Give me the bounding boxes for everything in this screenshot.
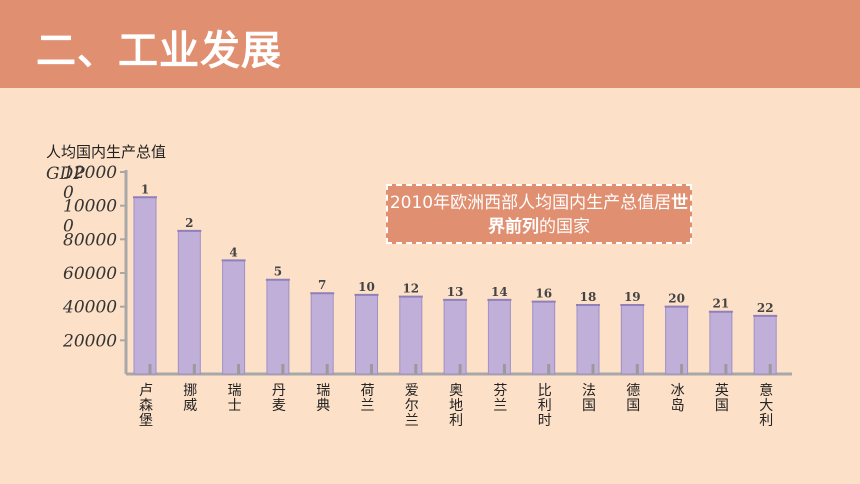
country-label: 瑞 [316, 383, 330, 399]
country-label: 典 [316, 398, 330, 414]
y-tick-label: 10000 [63, 197, 117, 217]
callout-text-bold: 世界前列 [488, 193, 689, 237]
country-label: 爱 [405, 383, 419, 399]
bar [177, 230, 201, 375]
country-label: 冰 [671, 383, 685, 399]
country-label: 德 [626, 383, 640, 399]
country-label: 岛 [671, 398, 685, 414]
country-label: 兰 [361, 398, 375, 414]
country-label: 兰 [493, 398, 507, 414]
bar [355, 294, 378, 375]
rank-label: 7 [318, 278, 326, 292]
bar [753, 315, 777, 375]
country-label: 地 [449, 398, 463, 414]
rank-label: 13 [447, 285, 464, 299]
country-label: 挪 [183, 383, 197, 399]
bar [399, 296, 423, 375]
bar [310, 292, 334, 375]
callout-box: 2010年欧洲西部人均国内生产总值居世界前列的国家 [386, 184, 692, 244]
slide-title: 二、工业发展 [36, 28, 282, 74]
country-label: 荷 [361, 383, 375, 399]
country-label: 比 [538, 383, 552, 399]
rank-label: 18 [580, 290, 597, 304]
country-label: 英 [715, 382, 729, 399]
country-label: 利 [449, 413, 463, 429]
rank-label: 12 [402, 282, 419, 296]
country-label: 意 [759, 382, 773, 399]
bar [266, 279, 290, 375]
y-axis-label-latin: GDP [46, 164, 85, 184]
country-label: 奥 [449, 382, 463, 399]
country-label: 丹 [272, 383, 286, 399]
country-label: 利 [759, 413, 773, 429]
rank-label: 20 [668, 292, 685, 306]
bar [487, 299, 511, 375]
bar [576, 304, 600, 375]
country-label: 瑞 [228, 383, 242, 399]
rank-label: 2 [185, 216, 193, 230]
title-banner: 二、工业发展 [0, 0, 860, 88]
y-tick-label: 0 [63, 217, 74, 237]
y-tick-label: 0 [63, 183, 74, 203]
country-label: 堡 [139, 413, 153, 429]
country-label: 芬 [493, 383, 507, 399]
country-label: 森 [139, 398, 153, 414]
y-axis-label: 人均国内生产总值 [46, 143, 167, 161]
bar [620, 304, 644, 375]
country-label: 麦 [272, 398, 286, 414]
callout-text-pre: 2010年欧洲西部人均国内生产总值居 [389, 193, 672, 213]
y-tick-label: 12000 [63, 163, 117, 183]
bar [443, 299, 467, 375]
country-label: 卢 [139, 383, 153, 399]
country-label: 国 [626, 398, 640, 414]
rank-label: 14 [491, 285, 508, 299]
country-label: 尔 [405, 398, 419, 414]
country-label: 时 [538, 413, 552, 429]
rank-label: 5 [274, 265, 282, 279]
callout-text-post: 的国家 [539, 217, 590, 237]
y-tick-label: 80000 [63, 230, 117, 250]
country-label: 国 [715, 398, 729, 414]
bar [133, 196, 157, 375]
rank-label: 10 [358, 280, 375, 294]
country-label: 威 [183, 398, 197, 414]
bar [222, 259, 246, 375]
y-tick-label: 20000 [62, 331, 117, 351]
country-label: 国 [582, 398, 596, 414]
y-tick-label: 60000 [63, 264, 117, 284]
country-label: 士 [228, 398, 242, 414]
country-label: 兰 [405, 413, 419, 429]
bar [665, 306, 689, 375]
y-tick-label: 40000 [62, 298, 117, 318]
country-label: 大 [759, 398, 773, 414]
rank-label: 16 [535, 287, 552, 301]
bar [532, 301, 556, 375]
rank-label: 21 [713, 297, 730, 311]
rank-label: 4 [229, 245, 237, 259]
rank-label: 19 [624, 290, 641, 304]
country-label: 法 [582, 383, 596, 399]
rank-label: 1 [141, 182, 149, 196]
bar [709, 311, 733, 375]
rank-label: 22 [757, 301, 774, 315]
country-label: 利 [538, 398, 552, 414]
